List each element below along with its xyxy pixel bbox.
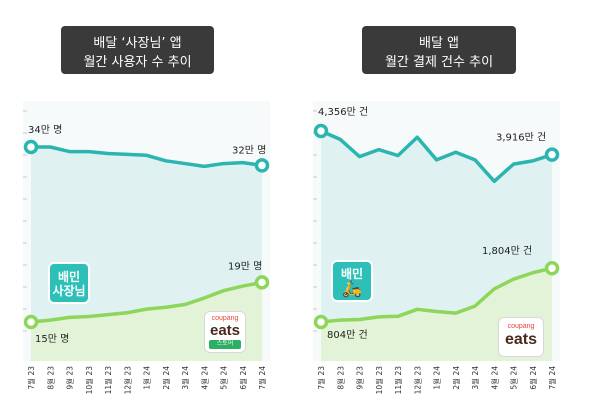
x-tick-label-1-9: 4월 24	[489, 366, 499, 390]
chart-title-orders-line1: 배달 앱	[418, 36, 459, 51]
x-tick-label-0-4: 11월 23	[103, 366, 113, 395]
coupang-eats-logo: coupang eats	[498, 317, 544, 357]
x-tick-label-1-7: 2월 24	[451, 366, 461, 390]
x-tick-label-0-3: 10월 23	[84, 366, 94, 395]
x-tick-label-0-6: 1월 24	[142, 366, 152, 390]
x-tick-label-1-2: 9월 23	[355, 366, 365, 390]
x-tick-label-1-11: 6월 24	[528, 366, 538, 390]
x-tick-label-0-2: 9월 23	[65, 366, 75, 390]
coupang-store-logo: coupang eats 스토어	[204, 311, 246, 353]
chart-title-orders-line2: 월간 결제 건수 추이	[384, 55, 494, 70]
scooter-icon: 🛵	[342, 281, 362, 298]
point-0-1-12	[254, 275, 270, 290]
area-1-1	[321, 268, 552, 361]
x-tick-label-1-12: 7월 24	[547, 366, 557, 390]
x-tick-label-1-3: 10월 23	[374, 366, 384, 395]
point-1-0-12	[544, 147, 560, 162]
x-tick-label-0-5: 12월 23	[122, 366, 132, 395]
data-label-1-1: 3,916만 건	[496, 132, 546, 144]
x-tick-label-1-8: 3월 24	[470, 366, 480, 390]
data-label-1-3: 1,804만 건	[482, 245, 532, 257]
baemin-logo: 배민 🛵	[331, 260, 373, 302]
point-1-1-0	[313, 314, 329, 330]
data-label-0-1: 32만 명	[232, 144, 266, 156]
point-0-0-0	[23, 139, 39, 155]
x-tick-label-0-7: 2월 24	[161, 366, 171, 390]
coupang-store-logo-main: eats	[209, 322, 241, 339]
x-tick-label-0-12: 7월 24	[257, 366, 267, 390]
chart-title-users-line1: 배달 ‘사장님’ 앱	[93, 36, 182, 51]
x-tick-label-0-8: 3월 24	[180, 366, 190, 390]
baemin-owner-logo: 배민 사장님	[48, 262, 90, 304]
x-tick-label-0-11: 6월 24	[238, 366, 248, 390]
coupang-store-logo-badge: 스토어	[209, 340, 241, 349]
chart-title-users: 배달 ‘사장님’ 앱 월간 사용자 수 추이	[61, 26, 214, 74]
data-label-0-2: 15만 명	[35, 333, 69, 345]
point-0-0-12	[254, 158, 270, 173]
baemin-logo-text: 배민	[340, 267, 364, 281]
point-0-1-0	[23, 314, 39, 330]
x-tick-label-1-10: 5월 24	[509, 366, 519, 390]
data-label-0-3: 19만 명	[228, 260, 262, 272]
data-label-1-0: 4,356만 건	[318, 106, 368, 118]
x-tick-label-1-1: 8월 23	[335, 366, 345, 390]
x-tick-label-1-0: 7월 23	[316, 366, 326, 390]
data-label-1-2: 804만 건	[327, 329, 368, 341]
chart-title-users-line2: 월간 사용자 수 추이	[83, 55, 192, 70]
x-tick-label-1-4: 11월 23	[393, 366, 403, 395]
x-tick-label-0-0: 7월 23	[26, 366, 36, 390]
x-tick-label-1-6: 1월 24	[432, 366, 442, 390]
x-tick-label-0-9: 4월 24	[199, 366, 209, 390]
coupang-store-logo-top: coupang	[211, 315, 239, 322]
chart-title-orders: 배달 앱 월간 결제 건수 추이	[362, 26, 516, 74]
point-1-0-0	[313, 123, 329, 139]
coupang-eats-logo-main: eats	[504, 331, 538, 348]
data-label-0-0: 34만 명	[28, 124, 62, 136]
x-tick-label-0-1: 8월 23	[45, 366, 55, 390]
x-tick-label-0-10: 5월 24	[219, 366, 229, 390]
point-1-1-12	[544, 260, 560, 276]
x-tick-label-1-5: 12월 23	[412, 366, 422, 395]
coupang-eats-logo-top: coupang	[507, 323, 535, 330]
baemin-owner-logo-line1: 배민	[57, 270, 81, 284]
baemin-owner-logo-line2: 사장님	[52, 284, 86, 298]
